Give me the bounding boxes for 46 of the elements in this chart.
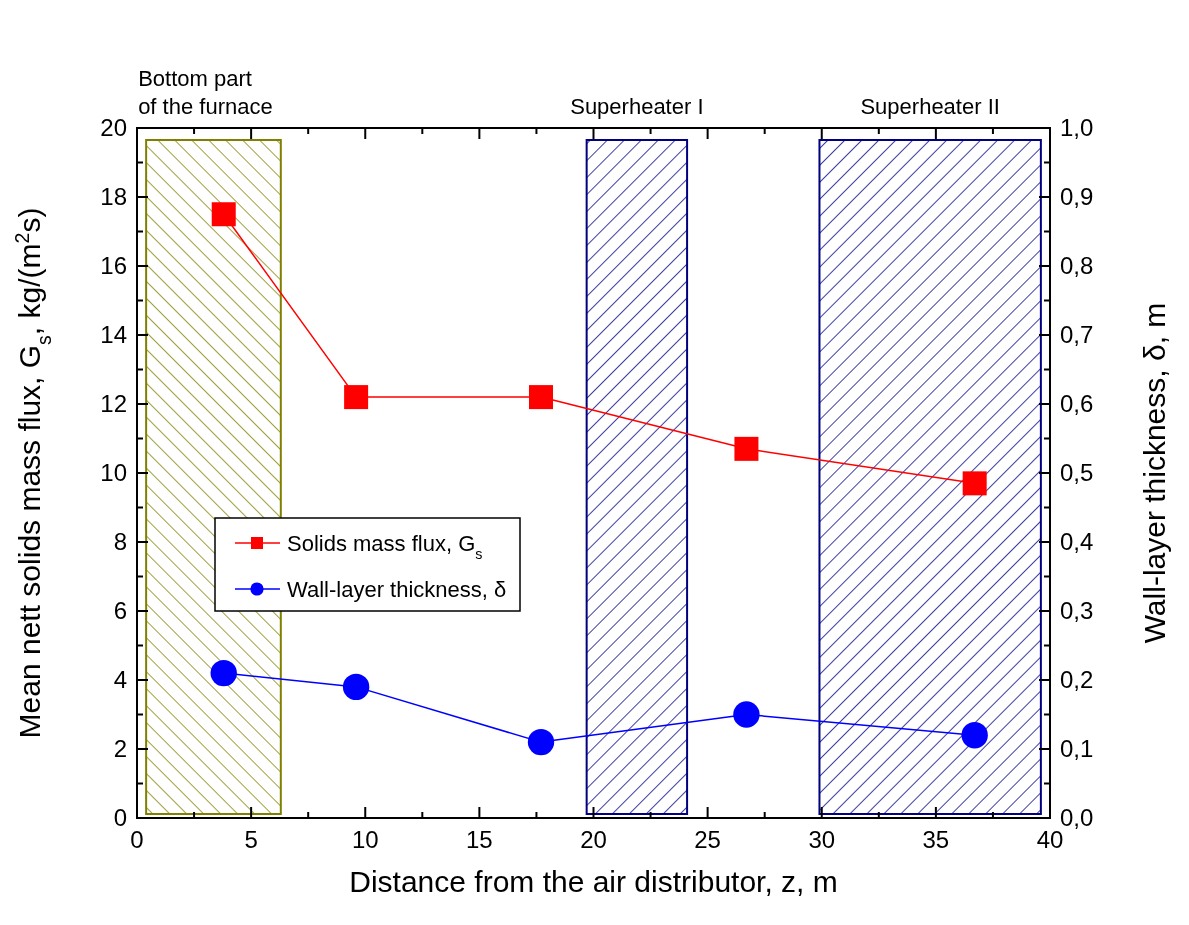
y2-tick-label: 0,6 [1060, 390, 1094, 417]
band-label: Superheater II [860, 94, 1000, 119]
y2-tick-label: 0,4 [1060, 528, 1094, 555]
y2-tick-label: 0,7 [1060, 321, 1094, 348]
x-tick-label: 10 [351, 826, 379, 853]
x-tick-label: 15 [466, 826, 493, 853]
y2-axis-title: Wall-layer thickness, δ, m [1138, 302, 1171, 644]
y-tick-label: 2 [113, 735, 127, 762]
y2-tick-label: 0,3 [1060, 597, 1094, 624]
y-tick-label: 4 [113, 666, 127, 693]
y2-tick-label: 1,0 [1060, 114, 1094, 141]
y-tick-label: 14 [100, 321, 127, 348]
y-tick-label: 8 [113, 528, 127, 555]
y2-tick-label: 0,1 [1060, 735, 1094, 762]
x-tick-label: 5 [244, 826, 258, 853]
band-label: Superheater I [570, 94, 704, 119]
legend-label: Solids mass flux, G$_{s}$ [287, 531, 483, 562]
point [734, 436, 759, 461]
y-tick-label: 6 [113, 597, 127, 624]
y-tick-label: 20 [100, 114, 127, 141]
point [529, 385, 553, 410]
x-tick-label: 30 [808, 826, 836, 853]
point [527, 728, 555, 756]
y-tick-label: 18 [100, 183, 127, 210]
point [344, 385, 369, 410]
point [211, 202, 236, 227]
y2-tick-label: 0,5 [1060, 459, 1094, 486]
x-axis-title: Distance from the air distributor, z, m [349, 865, 838, 898]
y-tick-label: 10 [100, 459, 127, 486]
point [210, 659, 237, 687]
y-tick-label: 12 [100, 390, 127, 417]
point [961, 722, 988, 749]
x-tick-label: 0 [130, 826, 144, 853]
point [962, 471, 987, 496]
point [342, 673, 370, 701]
x-tick-label: 35 [922, 826, 950, 853]
x-tick-label: 25 [694, 826, 721, 853]
y2-tick-label: 0,2 [1060, 666, 1094, 693]
y2-tick-label: 0,9 [1060, 183, 1094, 210]
y2-tick-label: 0,8 [1060, 252, 1094, 279]
point [733, 701, 760, 728]
y-tick-label: 16 [100, 252, 127, 279]
y-tick-label: 0 [113, 804, 127, 831]
x-tick-label: 20 [580, 826, 607, 853]
legend-label: Wall-layer thickness, δ [287, 577, 507, 602]
band-label: Bottom part of the furnace [138, 66, 273, 119]
